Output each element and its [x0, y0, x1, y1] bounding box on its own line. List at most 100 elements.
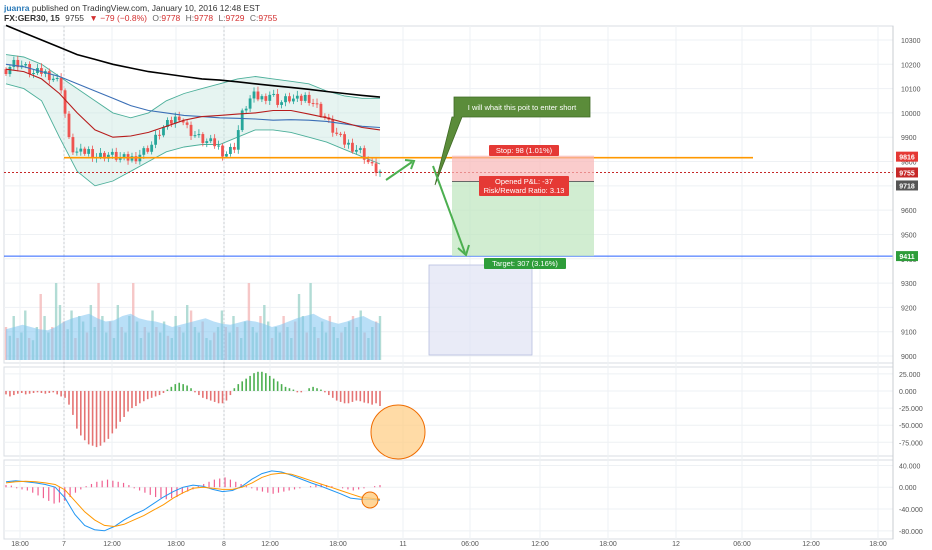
price-tick-label: 9600	[901, 208, 917, 215]
candle-body	[12, 59, 16, 67]
time-tick-label: 06:00	[461, 541, 479, 548]
price-tag-resistance: 9816	[899, 155, 915, 162]
highlight-circle-macd	[361, 491, 379, 509]
candle-body	[232, 146, 236, 150]
rr-label: Risk/Reward Ratio: 3.13	[484, 186, 565, 195]
candle-body	[63, 90, 67, 114]
price-tick-label: 10100	[901, 87, 921, 94]
candle-body	[91, 149, 95, 159]
candle-body	[24, 64, 28, 66]
candle-body	[236, 130, 240, 150]
candle-body	[299, 95, 303, 101]
price-tick-label: 10000	[901, 111, 921, 118]
price-tick-label: 9500	[901, 232, 917, 239]
highlight-box	[428, 264, 533, 356]
candle-body	[229, 146, 232, 154]
candle-body	[181, 120, 185, 123]
time-tick-label: 18:00	[329, 541, 347, 548]
candle-body	[213, 138, 217, 147]
pl-box-bg	[479, 176, 569, 196]
candle-body	[201, 134, 205, 143]
osc-tick-label: -50.000	[899, 423, 923, 430]
time-tick-label: 06:00	[733, 541, 751, 548]
price-tag-entry: 9718	[899, 183, 915, 190]
candle-body	[122, 154, 126, 157]
last-price: 9755	[65, 13, 85, 23]
osc-tick-label: 0.000	[899, 389, 917, 396]
candle-body	[370, 162, 374, 164]
candle-body	[240, 110, 244, 131]
candle-body	[276, 93, 280, 105]
arrow-down-shaft	[432, 165, 466, 254]
candle-body	[209, 138, 213, 142]
candle-body	[323, 115, 327, 118]
candle-body	[177, 116, 181, 121]
open-label: O:	[152, 13, 162, 23]
time-tick-label: 18:00	[599, 541, 617, 548]
low-label: L:	[218, 13, 226, 23]
price-tag-target: 9411	[899, 254, 914, 261]
candle-body	[319, 103, 323, 116]
candle-body	[339, 133, 343, 135]
candle-body	[347, 142, 350, 145]
candle-body	[362, 148, 366, 160]
symbol-name[interactable]: FX:GER30, 15	[4, 13, 60, 23]
time-tick-label: 18:00	[869, 541, 887, 548]
candle-body	[150, 144, 154, 152]
candle-body	[154, 134, 157, 145]
time-tick-label: 7	[62, 541, 66, 548]
price-tag-entry-bg	[896, 180, 918, 191]
author-link[interactable]: juanra	[4, 3, 30, 13]
candle-body	[315, 103, 319, 105]
macd-tick-label: 40.000	[899, 463, 921, 470]
candle-body	[55, 77, 59, 79]
candle-body	[197, 134, 201, 136]
osc-tick-label: -75.000	[899, 440, 923, 447]
candle-body	[114, 151, 118, 160]
candle-body	[106, 154, 110, 159]
highlight-circle-osc	[370, 404, 426, 460]
volume-ma-area	[6, 313, 380, 360]
moving-average-line	[5, 63, 381, 129]
bollinger-lower	[5, 83, 381, 187]
down-arrow-icon: ▼	[89, 13, 98, 23]
candle-body	[260, 96, 264, 100]
price-tag-resistance-bg	[896, 151, 918, 162]
macd-line	[5, 470, 381, 532]
price-tick-label: 10200	[901, 62, 921, 69]
candle-body	[217, 145, 220, 147]
candle-body	[303, 94, 307, 101]
time-tick-label: 8	[222, 541, 226, 548]
time-tick-label: 11	[399, 541, 406, 548]
price-tick-label: 9800	[901, 160, 917, 167]
price-change: −79 (−0.8%)	[100, 13, 147, 23]
candle-body	[291, 98, 295, 102]
candle-body	[8, 66, 12, 75]
candle-body	[51, 78, 55, 81]
time-tick-label: 18:00	[11, 541, 29, 548]
price-tag-target-bg	[896, 251, 918, 262]
candle-body	[288, 96, 291, 102]
candle-body	[59, 77, 63, 91]
volume-bar	[39, 294, 42, 360]
candle-body	[331, 119, 335, 133]
candle-body	[79, 148, 83, 152]
high-value: 9778	[194, 13, 214, 23]
candle-body	[173, 116, 177, 124]
volume-bar	[54, 283, 58, 360]
candle-body	[47, 71, 51, 81]
candle-body	[142, 148, 146, 155]
callout-bubble	[434, 96, 591, 186]
price-tick-label: 9200	[901, 305, 917, 312]
candle-body	[295, 95, 299, 99]
candle-body	[264, 96, 268, 101]
candle-body	[366, 159, 370, 163]
candle-body	[221, 145, 224, 157]
candle-body	[110, 151, 114, 155]
candle-body	[166, 120, 169, 128]
candle-body	[16, 59, 20, 68]
publish-line: juanra published on TradingView.com, Jan…	[4, 3, 260, 13]
price-tick-label: 9300	[901, 281, 917, 288]
